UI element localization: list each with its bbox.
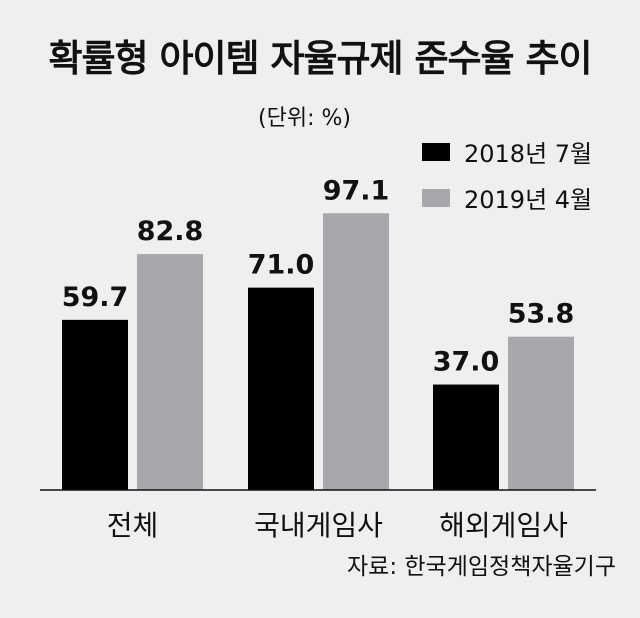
x-tick-label: 전체 bbox=[107, 509, 159, 542]
legend-label-2019: 2019년 4월 bbox=[464, 186, 593, 214]
data-label: 71.0 bbox=[248, 250, 315, 281]
data-label: 37.0 bbox=[433, 347, 500, 378]
x-tick-label: 국내게임사 bbox=[254, 509, 383, 542]
legend-swatch-2019 bbox=[422, 188, 450, 207]
chart-title: 확률형 아이템 자율규제 준수율 추이 bbox=[48, 37, 592, 80]
legend-label-2018: 2018년 7월 bbox=[464, 140, 593, 168]
data-label: 82.8 bbox=[137, 216, 204, 247]
data-label: 59.7 bbox=[62, 282, 129, 313]
legend-item-2018: 2018년 7월 bbox=[422, 134, 592, 169]
legend-swatch-2018 bbox=[422, 142, 450, 161]
source-note: 자료: 한국게임정책자율기구 bbox=[347, 554, 616, 580]
bar bbox=[62, 319, 128, 490]
bar bbox=[137, 254, 203, 490]
bar bbox=[508, 336, 574, 490]
x-tick-label: 해외게임사 bbox=[439, 509, 568, 542]
bar bbox=[248, 287, 314, 490]
bar bbox=[433, 384, 499, 490]
unit-label: (단위: %) bbox=[258, 106, 351, 131]
data-label: 97.1 bbox=[323, 175, 390, 206]
data-label: 53.8 bbox=[508, 299, 575, 330]
bar bbox=[323, 213, 389, 490]
legend-item-2019: 2019년 4월 bbox=[422, 180, 592, 215]
